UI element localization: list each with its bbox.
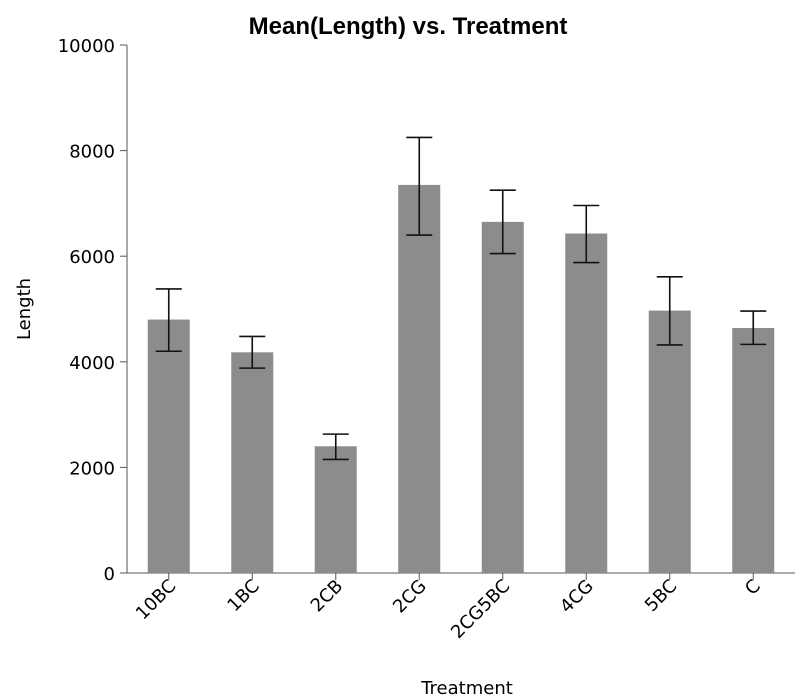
plot-area: 0 2000 4000 6000 8000 10000 10BC 1BC 2CB 2CG 2CG5B… — [58, 36, 795, 643]
bar-1BC — [231, 352, 274, 573]
x-tick-label: 1BC — [223, 576, 263, 616]
x-tick-label: 2CG5BC — [447, 576, 514, 643]
y-tick-label: 2000 — [69, 458, 115, 479]
y-tick-label: 8000 — [69, 142, 115, 163]
x-tick-label: 5BC — [641, 576, 681, 616]
bar-4CG — [565, 233, 608, 573]
x-tick-label: 2CB — [307, 576, 348, 617]
chart-title: Mean(Length) vs. Treatment — [249, 13, 568, 40]
y-tick-label: 4000 — [69, 353, 115, 374]
y-tick-label: 0 — [104, 564, 115, 585]
x-tick-label: 4CG — [556, 576, 598, 618]
bar-C — [732, 328, 775, 573]
x-tick-label: C — [741, 576, 765, 600]
bar-2CG — [398, 184, 441, 574]
x-tick-label: 10BC — [132, 576, 180, 624]
y-tick-label: 6000 — [69, 247, 115, 268]
bar-2CB — [314, 446, 357, 573]
bar-5BC — [648, 310, 691, 573]
x-tick-label: 2CG — [389, 576, 431, 618]
bar-2CG5BC — [481, 221, 524, 573]
y-axis-label: Length — [14, 278, 35, 340]
y-tick-label: 10000 — [58, 36, 115, 57]
bar-10BC — [147, 319, 190, 573]
x-axis-label: Treatment — [420, 678, 513, 699]
